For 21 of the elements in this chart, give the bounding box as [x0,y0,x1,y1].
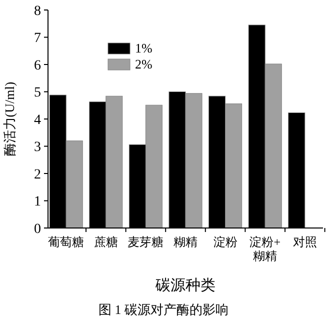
legend-label: 1% [135,40,152,56]
y-tick-label: 8 [34,4,41,19]
y-tick-label: 7 [34,31,41,46]
x-tick-label: 麦芽糖 [128,235,164,249]
x-tick-label: 对照 [292,235,317,249]
y-axis-title: 酶活力(U/ml) [2,82,17,156]
legend-label: 2% [135,56,152,72]
y-tick-label: 1 [34,194,41,210]
x-axis-title: 碳源种类 [154,277,216,294]
x-tick-label: 蔗糖 [94,235,118,249]
y-tick-label: 0 [34,222,41,237]
y-tick-label: 6 [34,58,41,74]
caption: 图 1 碳源对产酶的影响 [98,302,228,317]
y-tick-label: 2 [34,167,41,182]
x-tick-label: 葡萄糖 [48,235,84,249]
y-tick-label: 4 [34,112,41,128]
y-tick-label: 5 [34,86,41,101]
y-tick-label: 3 [34,140,41,156]
x-tick-label: 淀粉+ 糊精 [250,235,281,263]
x-tick-label: 糊精 [174,235,198,249]
x-tick-label: 淀粉 [213,235,238,249]
